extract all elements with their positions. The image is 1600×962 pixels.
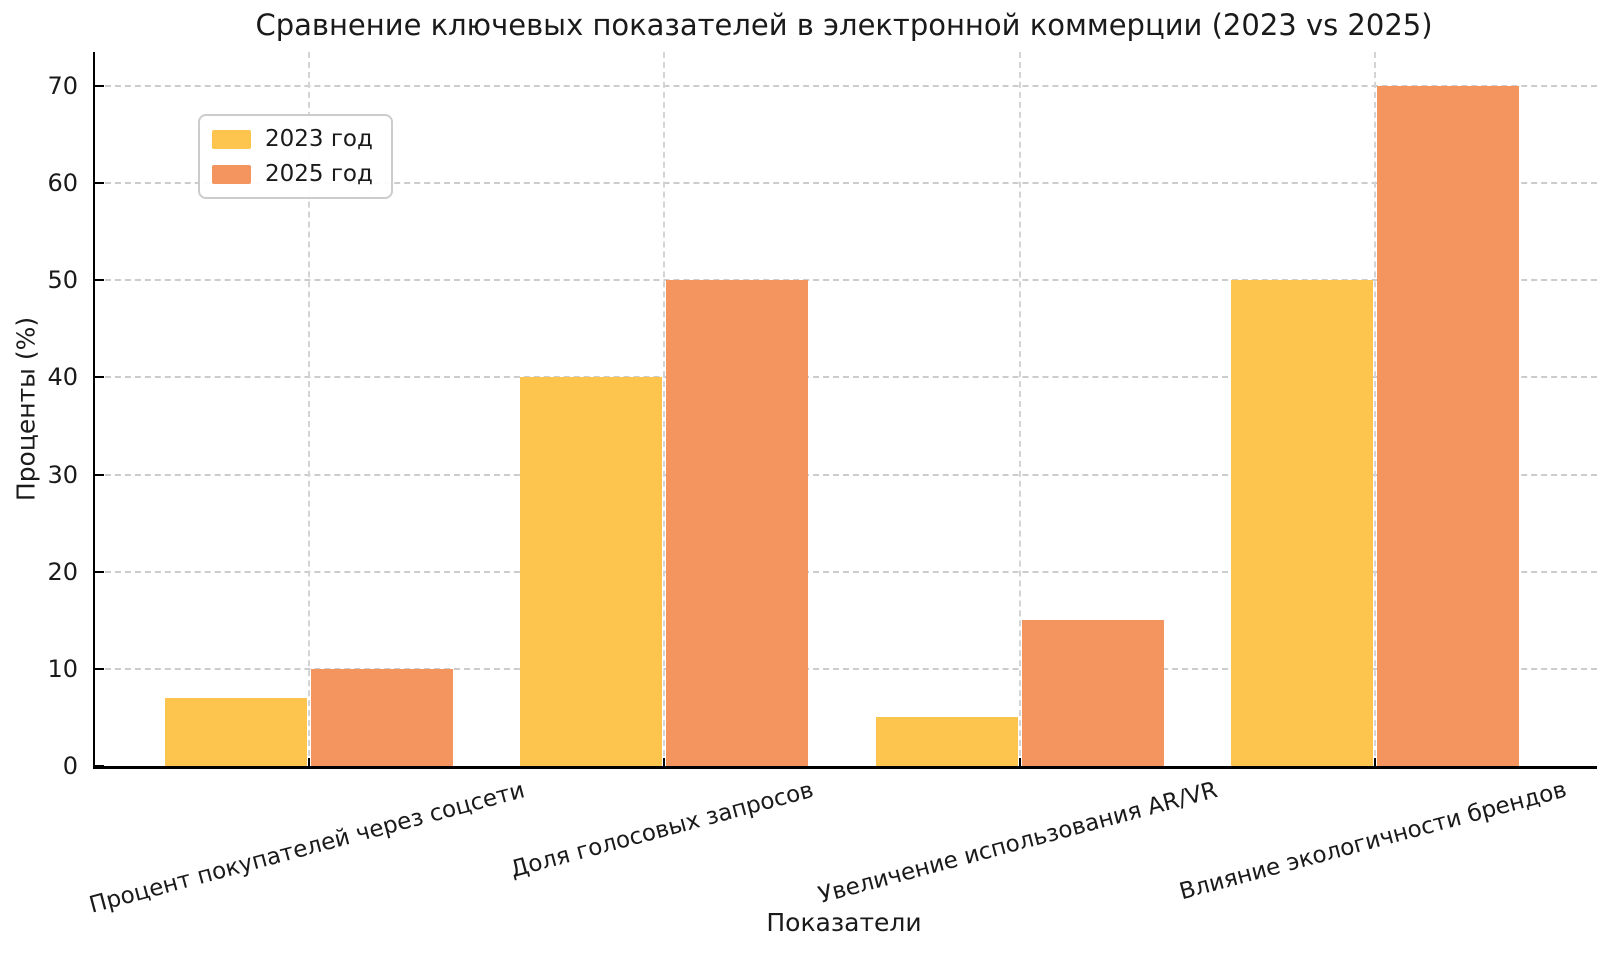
- y-gridline: [95, 376, 1597, 379]
- legend-label-2025: 2025 год: [265, 161, 373, 187]
- bar-2023-cat2: [520, 377, 662, 766]
- y-tick-label: 30: [47, 460, 78, 489]
- x-gridline: [1019, 52, 1021, 766]
- plot-area: 2023 год 2025 год: [93, 52, 1597, 769]
- y-gridline: [95, 570, 1597, 573]
- y-tick-mark: [95, 376, 104, 379]
- x-tick-label: Увеличение использования AR/VR: [815, 776, 1221, 909]
- legend-swatch-2025: [212, 164, 251, 184]
- x-gridline: [308, 52, 310, 766]
- legend: 2023 год 2025 год: [198, 114, 393, 199]
- legend-entry-2025: 2025 год: [212, 161, 373, 187]
- x-gridline: [1374, 52, 1376, 766]
- y-gridline: [95, 667, 1597, 670]
- y-gridline: [95, 473, 1597, 476]
- x-tick-mark: [1374, 758, 1376, 769]
- x-tick-label: Процент покупателей через соцсети: [86, 776, 528, 919]
- y-gridline: [95, 182, 1597, 185]
- y-tick-mark: [95, 570, 104, 573]
- bar-2023-cat3: [876, 717, 1018, 766]
- y-tick-label: 10: [47, 654, 78, 683]
- y-tick-mark: [95, 473, 104, 476]
- bar-2025-cat4: [1377, 86, 1519, 766]
- y-tick-label: 20: [47, 557, 78, 586]
- y-tick-mark: [95, 182, 104, 185]
- bar-2025-cat2: [666, 280, 808, 766]
- y-tick-label: 40: [47, 363, 78, 392]
- x-tick-mark: [308, 758, 310, 769]
- bar-2025-cat3: [1022, 620, 1164, 766]
- y-tick-mark: [95, 279, 104, 282]
- y-gridline: [95, 279, 1597, 282]
- bar-2025-cat1: [311, 668, 453, 766]
- y-tick-mark: [95, 85, 104, 87]
- y-tick-mark: [95, 667, 104, 670]
- x-tick-mark: [663, 758, 665, 769]
- y-tick-label: 60: [47, 169, 78, 198]
- x-tick-label: Доля голосовых запросов: [507, 776, 817, 883]
- legend-entry-2023: 2023 год: [212, 126, 373, 152]
- y-gridline: [95, 85, 1597, 87]
- chart-title: Сравнение ключевых показателей в электро…: [255, 8, 1433, 42]
- y-tick-mark: [95, 765, 104, 767]
- y-tick-label: 50: [47, 266, 78, 295]
- legend-label-2023: 2023 год: [265, 126, 373, 152]
- y-tick-label: 0: [62, 752, 78, 780]
- x-tick-mark: [1019, 758, 1021, 769]
- x-gridline: [663, 52, 665, 766]
- bar-2023-cat4: [1231, 280, 1373, 766]
- y-tick-label: 70: [47, 72, 78, 100]
- bar-2023-cat1: [165, 698, 307, 766]
- x-tick-label: Влияние экологичности брендов: [1176, 777, 1570, 906]
- x-axis-label: Показатели: [766, 908, 922, 937]
- legend-swatch-2023: [212, 129, 251, 149]
